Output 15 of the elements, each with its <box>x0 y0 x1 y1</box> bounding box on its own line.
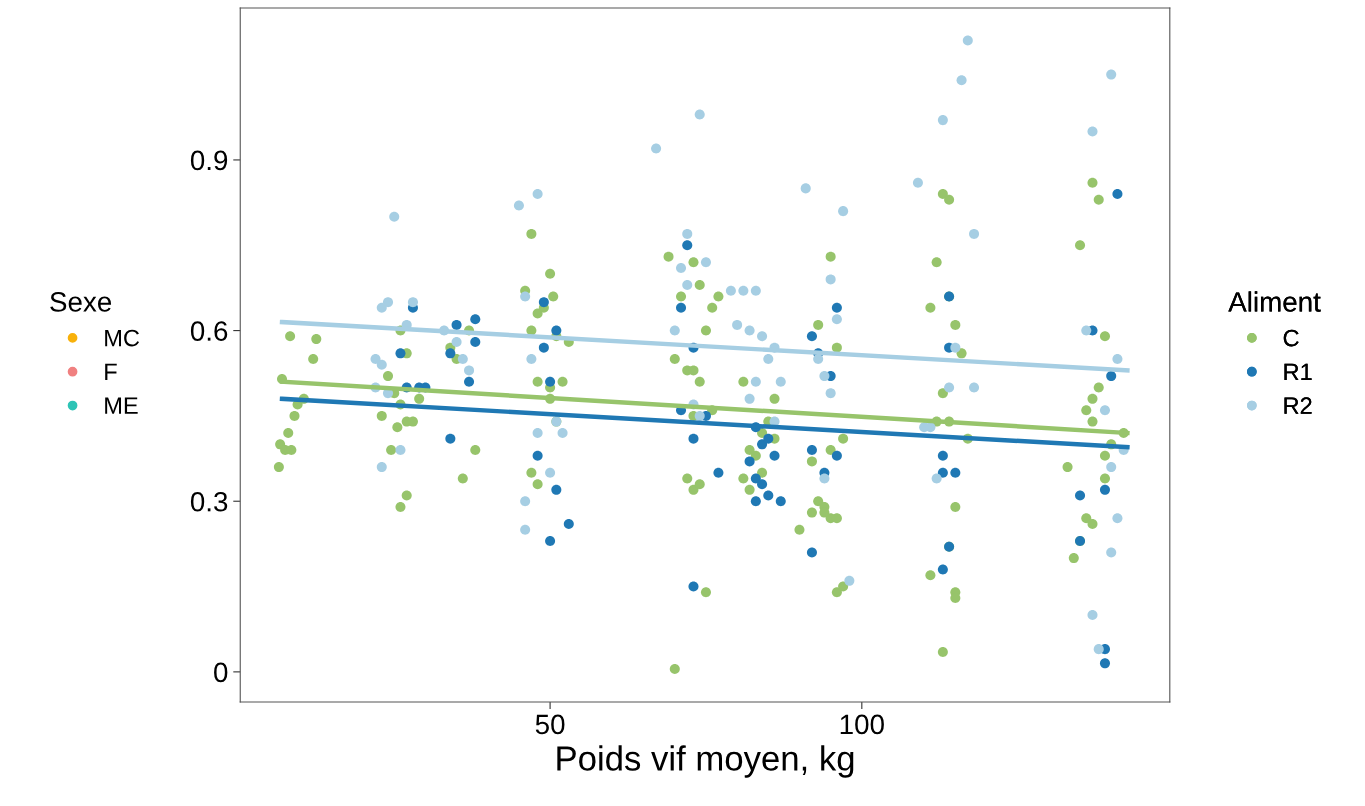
legend-label: R2 <box>1284 397 1312 414</box>
text: Aliment <box>1228 291 1321 312</box>
y-tick-label: 0.9 <box>190 150 228 171</box>
y-tick-label: 0.6 <box>190 321 228 341</box>
x-axis-title: Poids vif moyen, kg <box>557 745 854 778</box>
legend-label: F <box>105 363 117 380</box>
legend-label: ME <box>105 397 138 414</box>
legend-label: C <box>1283 329 1299 347</box>
x-tick-label: 50 <box>535 714 565 735</box>
legend-label: MC <box>105 329 140 347</box>
legend-label: R1 <box>1284 363 1312 380</box>
x-tick-label: 100 <box>840 714 884 735</box>
y-tick-label: 0 <box>214 662 228 683</box>
y-tick-label: 0.3 <box>190 491 228 512</box>
text: Sexe <box>50 292 112 312</box>
